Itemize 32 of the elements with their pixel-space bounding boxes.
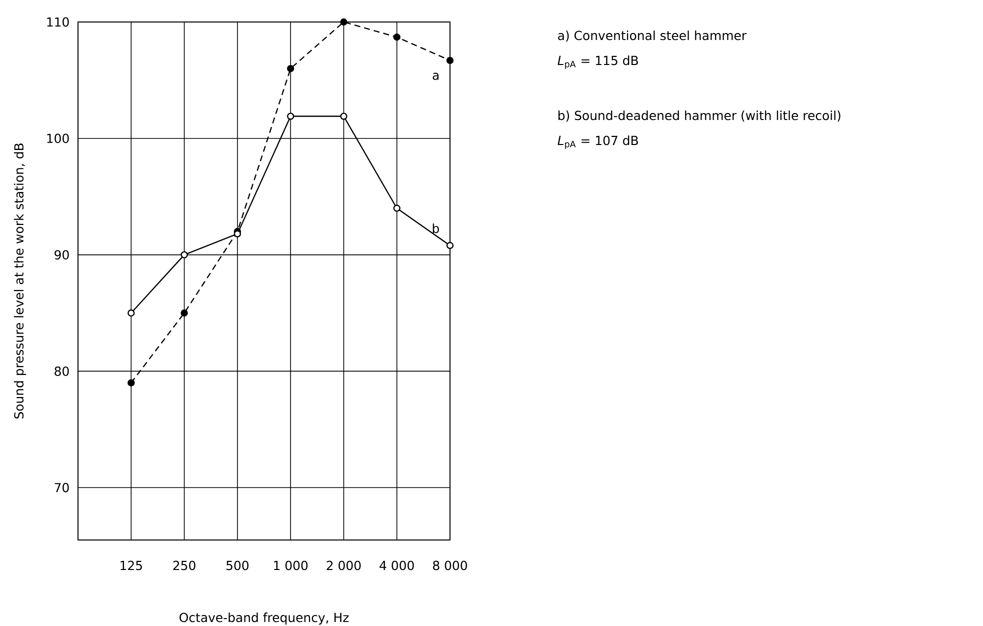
x-tick-label: 8 000 xyxy=(433,560,467,570)
y-tick-label: 70 xyxy=(54,482,69,492)
y-axis-title: Sound pressure level at the work station, dB xyxy=(14,144,26,419)
text: b) Sound-deadened hammer (with litle recoil) xyxy=(558,110,840,122)
text: a) Conventional steel hammer xyxy=(558,30,747,42)
x-tick-label: 250 xyxy=(173,560,196,570)
y-tick-label: 80 xyxy=(54,366,69,376)
y-tick-label: 100 xyxy=(47,134,69,144)
point xyxy=(446,56,454,64)
point xyxy=(286,64,294,72)
point xyxy=(393,204,400,212)
point xyxy=(180,309,188,317)
x-tick-label: 2 000 xyxy=(326,560,361,570)
point xyxy=(340,112,348,120)
point xyxy=(128,309,135,317)
x-tick-label: 1 000 xyxy=(274,560,308,570)
text: L$_{pA}$ = 107 dB xyxy=(558,136,638,150)
point xyxy=(286,112,294,120)
x-tick-label: 500 xyxy=(226,560,248,570)
point xyxy=(128,379,135,386)
text: L$_{pA}$ = 115 dB xyxy=(558,56,638,70)
y-tick-label: 90 xyxy=(54,250,69,260)
x-tick-label: 4 000 xyxy=(380,560,414,570)
point xyxy=(340,18,348,26)
point xyxy=(446,242,454,250)
point xyxy=(393,34,400,41)
series-label: a xyxy=(432,72,439,80)
y-tick-label: 110 xyxy=(47,17,69,27)
series-label: b xyxy=(432,223,439,234)
x-axis-title: Octave-band frequency, Hz xyxy=(180,612,349,625)
point xyxy=(180,251,188,258)
x-tick-label: 125 xyxy=(120,560,142,570)
